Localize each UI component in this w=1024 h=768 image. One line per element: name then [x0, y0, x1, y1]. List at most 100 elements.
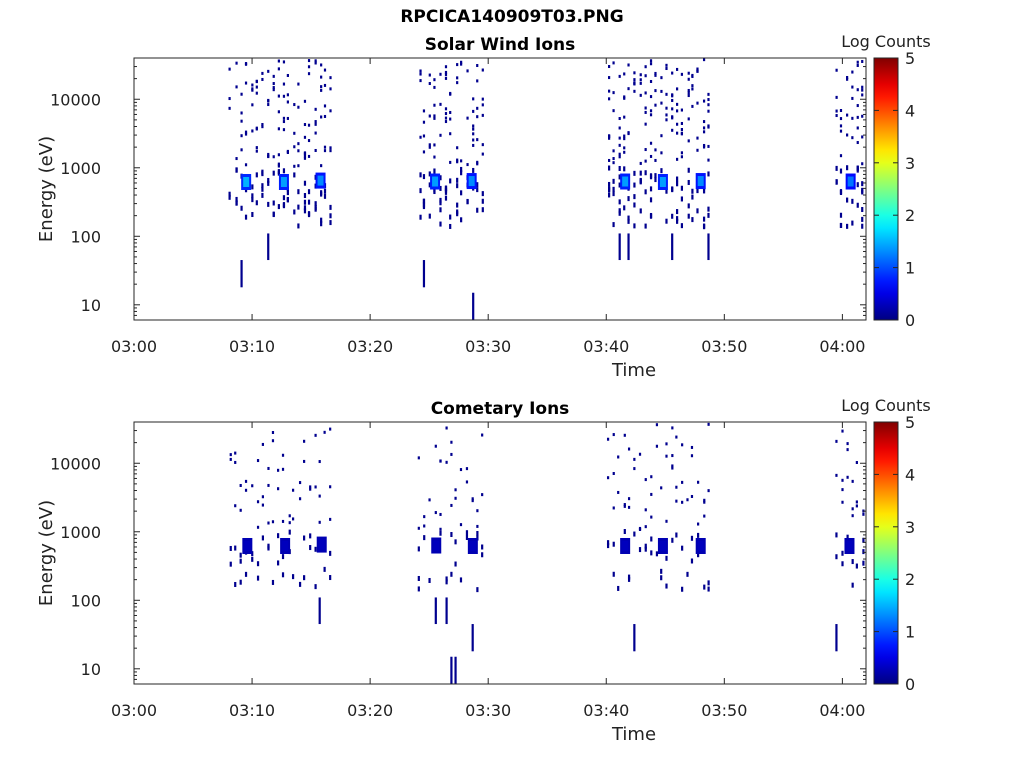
colorbar-tick-label: 3 — [905, 154, 915, 173]
count-pixel — [256, 459, 260, 463]
y-tick-label: 10000 — [50, 90, 101, 109]
count-pixel — [255, 126, 258, 130]
peak-core — [317, 175, 324, 186]
count-pixel — [323, 149, 327, 153]
count-pixel — [675, 122, 679, 126]
x-tick-label: 03:40 — [583, 337, 629, 356]
count-pixel — [251, 212, 254, 218]
count-pixel — [303, 123, 307, 127]
count-pixel — [298, 497, 302, 501]
count-pixel — [660, 486, 663, 490]
count-pixel — [671, 466, 674, 470]
count-pixel — [450, 452, 453, 456]
count-pixel — [329, 517, 332, 521]
count-pixel — [481, 191, 484, 197]
count-pixel — [644, 159, 647, 163]
count-pixel — [633, 531, 636, 537]
count-pixel — [681, 500, 684, 504]
count-pixel — [612, 222, 615, 228]
count-pixel — [851, 70, 854, 74]
count-pixel — [282, 120, 286, 124]
count-pixel — [856, 141, 859, 145]
count-pixel — [702, 188, 706, 194]
count-pixel — [861, 181, 864, 187]
count-pixel — [471, 497, 474, 501]
count-pixel — [618, 182, 621, 188]
count-pixel — [329, 109, 332, 113]
count-pixel — [303, 99, 307, 103]
count-pixel — [680, 132, 684, 136]
count-pixel — [861, 206, 864, 212]
count-pixel — [267, 103, 270, 107]
count-pixel — [660, 575, 663, 581]
count-pixel — [654, 73, 657, 77]
count-pixel — [481, 68, 484, 72]
count-pixel — [303, 575, 306, 581]
count-pixel — [671, 233, 674, 261]
count-pixel — [255, 85, 258, 89]
count-pixel — [454, 561, 457, 567]
count-pixel — [839, 154, 843, 158]
count-pixel — [444, 185, 448, 191]
count-pixel — [623, 503, 626, 507]
count-pixel — [861, 223, 864, 229]
count-pixel — [228, 106, 231, 110]
count-pixel — [855, 500, 858, 504]
x-tick-label: 03:20 — [347, 701, 393, 720]
count-pixel — [255, 149, 258, 153]
count-pixel — [671, 187, 674, 193]
count-pixel — [439, 459, 442, 463]
count-pixel — [303, 156, 307, 160]
count-pixel — [433, 116, 436, 120]
count-pixel — [439, 133, 442, 137]
count-pixel — [291, 488, 295, 492]
count-pixel — [282, 195, 286, 201]
count-pixel — [846, 113, 849, 117]
count-pixel — [277, 162, 280, 166]
count-pixel — [303, 151, 307, 155]
count-pixel — [627, 218, 630, 224]
count-pixel — [417, 526, 420, 530]
count-pixel — [649, 109, 653, 113]
count-pixel — [456, 183, 459, 189]
count-pixel — [702, 130, 706, 134]
count-pixel — [835, 532, 838, 538]
count-pixel — [856, 104, 859, 108]
count-pixel — [644, 148, 647, 152]
count-pixel — [235, 196, 238, 202]
count-pixel — [255, 91, 258, 95]
count-pixel — [256, 525, 260, 529]
count-pixel — [696, 136, 699, 140]
count-pixel — [650, 536, 653, 542]
count-pixel — [702, 224, 706, 230]
count-pixel — [627, 196, 630, 202]
count-pixel — [261, 503, 265, 507]
count-pixel — [654, 173, 657, 179]
count-pixel — [687, 117, 690, 121]
count-pixel — [271, 439, 275, 443]
count-pixel — [456, 211, 459, 217]
count-pixel — [649, 79, 653, 83]
count-pixel — [639, 177, 642, 183]
spectrogram-panel: 03:00 03:10 03:20 03:30 03:40 03:50 04:0010100… — [36, 32, 931, 381]
count-pixel — [627, 132, 630, 136]
count-pixel — [318, 597, 321, 625]
count-pixel — [320, 190, 323, 196]
count-pixel — [623, 95, 626, 99]
count-pixel — [314, 148, 317, 152]
count-pixel — [277, 110, 280, 114]
count-pixel — [617, 490, 620, 494]
count-pixel — [835, 473, 838, 477]
count-pixel — [702, 145, 706, 149]
count-pixel — [282, 203, 286, 209]
x-tick-label: 03:50 — [701, 337, 747, 356]
count-pixel — [627, 447, 631, 451]
count-pixel — [697, 522, 700, 526]
count-pixel — [680, 155, 684, 159]
count-pixel — [439, 72, 442, 76]
count-pixel — [419, 135, 422, 139]
count-pixel — [612, 161, 615, 165]
count-pixel — [476, 587, 479, 593]
colorbar-tick-label: 2 — [905, 206, 915, 225]
